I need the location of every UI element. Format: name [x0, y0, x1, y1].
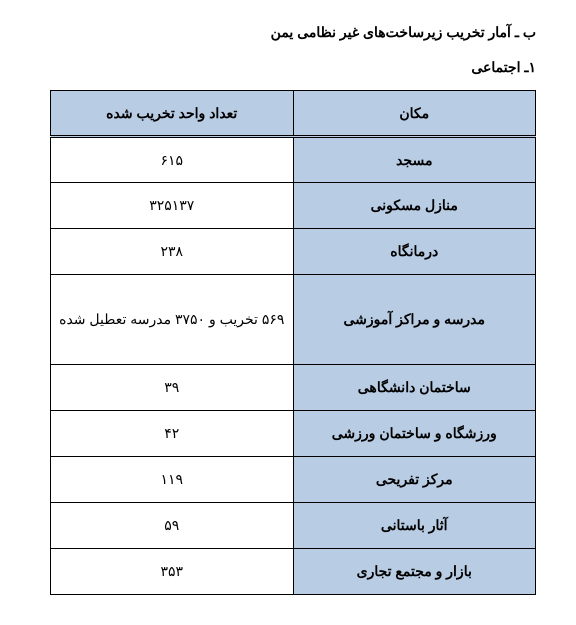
cell-count: ۱۱۹ — [51, 457, 294, 503]
cell-count: ۵۹ — [51, 503, 294, 549]
table-row: مدرسه و مراکز آموزشی۵۶۹ تخریب و ۳۷۵۰ مدر… — [51, 275, 536, 365]
table-row: ساختمان دانشگاهی۳۹ — [51, 365, 536, 411]
cell-count: ۴۲ — [51, 411, 294, 457]
cell-place: ورزشگاه و ساختمان ورزشی — [293, 411, 536, 457]
page-title: ب ـ آمار تخریب زیرساخت‌های غیر نظامی یمن — [50, 24, 536, 41]
cell-count: ۳۲۵۱۳۷ — [51, 183, 294, 229]
col-header-count: تعداد واحد تخریب شده — [51, 91, 294, 137]
destruction-table: مکان تعداد واحد تخریب شده مسجد۶۱۵منازل م… — [50, 90, 536, 595]
cell-place: منازل مسکونی — [293, 183, 536, 229]
cell-place: آثار باستانی — [293, 503, 536, 549]
table-row: منازل مسکونی۳۲۵۱۳۷ — [51, 183, 536, 229]
table-body: مسجد۶۱۵منازل مسکونی۳۲۵۱۳۷درمانگاه۲۳۸مدرس… — [51, 137, 536, 595]
cell-place: مرکز تفریحی — [293, 457, 536, 503]
cell-place: مسجد — [293, 137, 536, 183]
table-row: مرکز تفریحی۱۱۹ — [51, 457, 536, 503]
cell-place: بازار و مجتمع تجاری — [293, 549, 536, 595]
cell-count: ۵۶۹ تخریب و ۳۷۵۰ مدرسه تعطیل شده — [51, 275, 294, 365]
col-header-place: مکان — [293, 91, 536, 137]
table-row: مسجد۶۱۵ — [51, 137, 536, 183]
table-row: درمانگاه۲۳۸ — [51, 229, 536, 275]
table-row: ورزشگاه و ساختمان ورزشی۴۲ — [51, 411, 536, 457]
cell-count: ۶۱۵ — [51, 137, 294, 183]
table-row: بازار و مجتمع تجاری۳۵۳ — [51, 549, 536, 595]
table-row: آثار باستانی۵۹ — [51, 503, 536, 549]
table-header-row: مکان تعداد واحد تخریب شده — [51, 91, 536, 137]
cell-place: مدرسه و مراکز آموزشی — [293, 275, 536, 365]
cell-place: ساختمان دانشگاهی — [293, 365, 536, 411]
cell-count: ۳۹ — [51, 365, 294, 411]
cell-count: ۳۵۳ — [51, 549, 294, 595]
section-subtitle: ۱ـ اجتماعی — [50, 59, 536, 76]
cell-place: درمانگاه — [293, 229, 536, 275]
cell-count: ۲۳۸ — [51, 229, 294, 275]
